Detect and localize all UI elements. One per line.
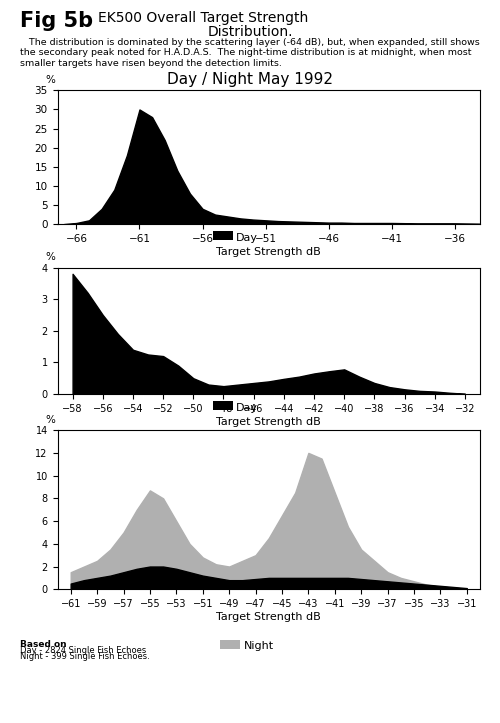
Text: the secondary peak noted for H.A.D.A.S.  The night-time distribution is at midni: the secondary peak noted for H.A.D.A.S. … xyxy=(20,48,471,57)
Text: Distribution.: Distribution. xyxy=(208,25,293,38)
Text: Day - 2824 Single Fish Echoes: Day - 2824 Single Fish Echoes xyxy=(20,646,146,655)
Text: EK500 Overall Target Strength: EK500 Overall Target Strength xyxy=(98,11,308,25)
Text: The distribution is dominated by the scattering layer (-64 dB), but, when expand: The distribution is dominated by the sca… xyxy=(20,38,480,47)
Text: Fig 5b: Fig 5b xyxy=(20,11,93,31)
Text: %: % xyxy=(46,252,56,262)
Text: Night - 399 Single Fish Echoes.: Night - 399 Single Fish Echoes. xyxy=(20,652,150,661)
Text: smaller targets have risen beyond the detection limits.: smaller targets have risen beyond the de… xyxy=(20,59,282,67)
Text: %: % xyxy=(46,75,56,85)
X-axis label: Target Strength dB: Target Strength dB xyxy=(216,247,321,257)
Text: Day: Day xyxy=(236,403,258,413)
Text: Day: Day xyxy=(236,233,258,243)
X-axis label: Target Strength dB: Target Strength dB xyxy=(216,416,321,427)
Text: Day / Night May 1992: Day / Night May 1992 xyxy=(167,72,333,87)
Text: Night: Night xyxy=(244,641,274,651)
Text: Based on: Based on xyxy=(20,640,66,649)
X-axis label: Target Strength dB: Target Strength dB xyxy=(216,612,321,622)
Text: %: % xyxy=(46,416,56,425)
